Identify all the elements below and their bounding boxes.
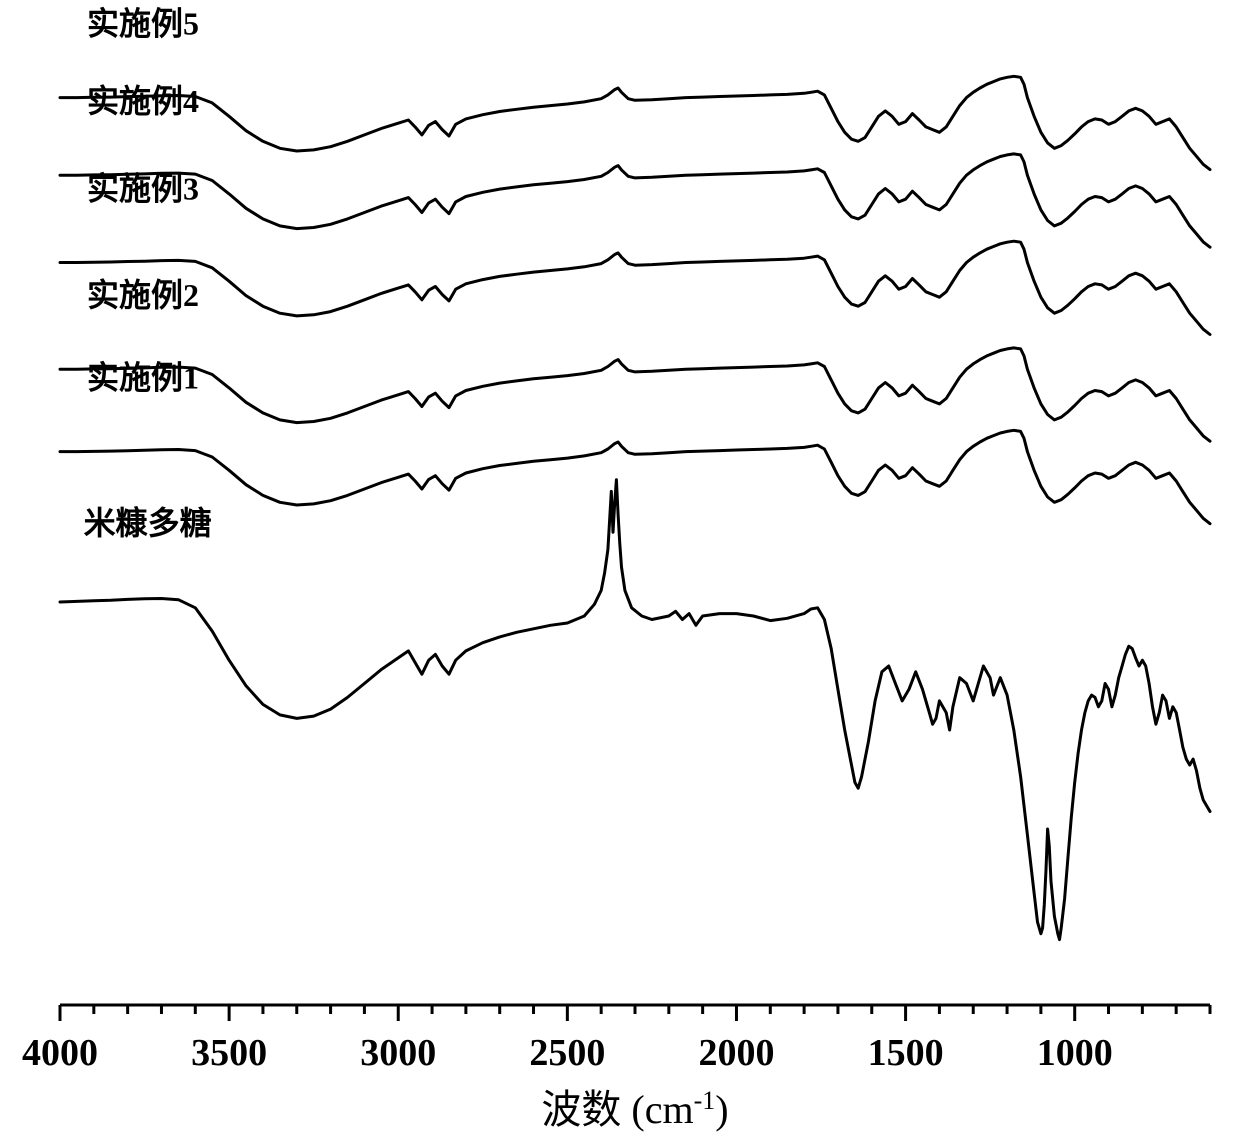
chart-svg: 实施例5 实施例4 实施例3 实施例2 实施例1 米糠多糖 4000 3500 3000 2500… bbox=[0, 0, 1240, 1144]
x-tick-label: 3500 bbox=[191, 1032, 267, 1074]
x-tick-label: 2500 bbox=[529, 1032, 605, 1074]
series-label: 实施例1 bbox=[87, 360, 199, 396]
x-tick-label: 2000 bbox=[698, 1032, 774, 1074]
spectrum-米糠多糖 bbox=[60, 480, 1210, 940]
spectrum-实施例2 bbox=[60, 348, 1210, 441]
series-label: 实施例3 bbox=[87, 170, 199, 206]
spectrum-实施例1 bbox=[60, 430, 1210, 523]
spectrum-实施例5 bbox=[60, 76, 1210, 169]
series-label: 实施例2 bbox=[87, 277, 199, 313]
spectrum-实施例3 bbox=[60, 241, 1210, 334]
x-tick-label: 3000 bbox=[360, 1032, 436, 1074]
x-axis-label: 波数 (cm-1) bbox=[541, 1086, 728, 1133]
spectrum-实施例4 bbox=[60, 154, 1210, 247]
ir-spectra-chart: 实施例5 实施例4 实施例3 实施例2 实施例1 米糠多糖 4000 3500 3000 2500… bbox=[0, 0, 1240, 1144]
x-tick-label: 4000 bbox=[22, 1032, 98, 1074]
series-label: 实施例5 bbox=[87, 6, 199, 42]
series-label: 米糠多糖 bbox=[84, 505, 212, 541]
series-label: 实施例4 bbox=[87, 83, 199, 119]
x-tick-label: 1500 bbox=[868, 1032, 944, 1074]
x-tick-label: 1000 bbox=[1037, 1032, 1113, 1074]
